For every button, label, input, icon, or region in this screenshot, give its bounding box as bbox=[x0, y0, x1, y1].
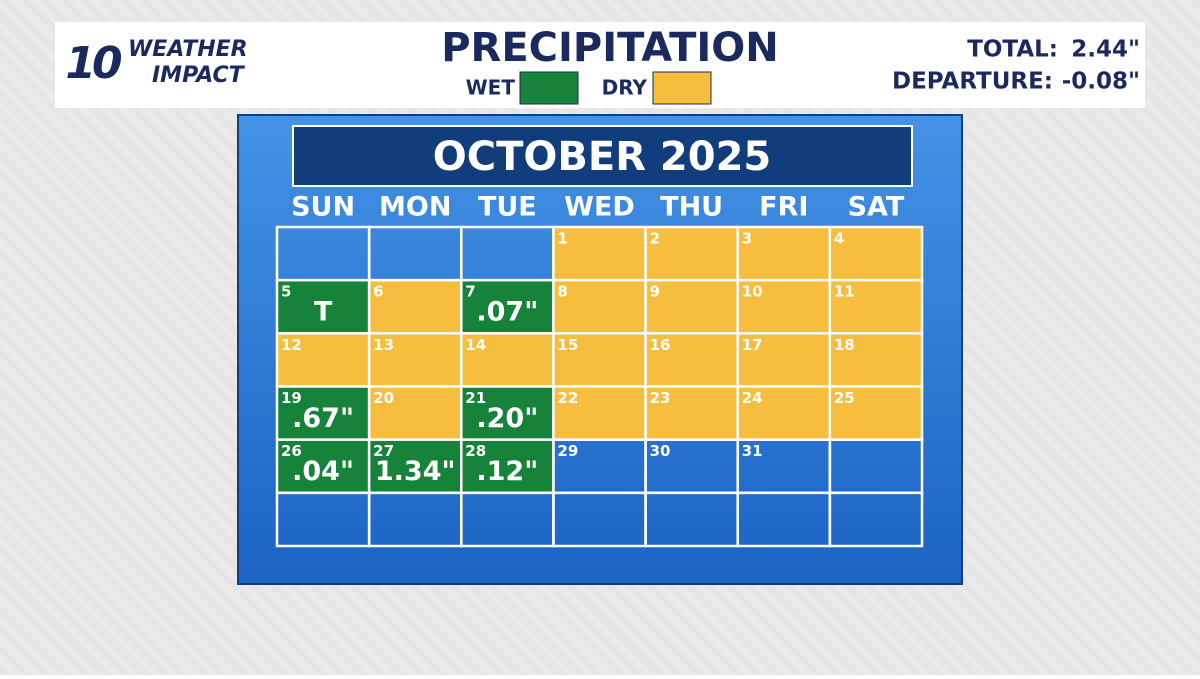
weekday-label: MON bbox=[379, 192, 451, 223]
day-number: 17 bbox=[742, 336, 763, 354]
day-cell bbox=[736, 332, 832, 388]
day-cell bbox=[275, 385, 371, 441]
calendar-title-box bbox=[292, 125, 913, 187]
day-number: 14 bbox=[465, 336, 486, 354]
legend-dry-label: DRY bbox=[602, 76, 648, 100]
logo-line2: IMPACT bbox=[152, 63, 246, 88]
day-number: 20 bbox=[373, 389, 394, 407]
precip-amount: .07" bbox=[476, 297, 538, 328]
title: PRECIPITATION bbox=[441, 25, 779, 71]
day-number: 28 bbox=[465, 442, 486, 460]
day-cell bbox=[460, 278, 555, 335]
day-number: 12 bbox=[281, 336, 302, 354]
day-cell bbox=[275, 332, 371, 388]
day-cell bbox=[828, 225, 924, 282]
day-number: 29 bbox=[557, 442, 578, 460]
day-number: 24 bbox=[742, 389, 763, 407]
day-number: 9 bbox=[650, 283, 660, 301]
precip-amount: .04" bbox=[292, 456, 354, 487]
day-cell bbox=[828, 332, 924, 388]
weekday-label: SUN bbox=[291, 192, 355, 223]
legend-wet-label: WET bbox=[466, 76, 516, 100]
day-cell bbox=[828, 491, 924, 548]
calendar-title: OCTOBER 2025 bbox=[433, 134, 772, 180]
weekday-label: SAT bbox=[848, 192, 905, 223]
total-value: 2.44" bbox=[1071, 37, 1140, 63]
day-number: 2 bbox=[650, 230, 660, 248]
departure-value: -0.08" bbox=[1062, 69, 1140, 95]
day-number: 7 bbox=[465, 283, 475, 301]
weekday-label: FRI bbox=[759, 192, 808, 223]
day-number: 4 bbox=[834, 230, 844, 248]
day-number: 23 bbox=[650, 389, 671, 407]
day-cell bbox=[644, 225, 739, 282]
day-number: 18 bbox=[834, 336, 855, 354]
day-number: 19 bbox=[281, 389, 302, 407]
precip-amount: .67" bbox=[292, 403, 354, 434]
day-cell bbox=[828, 278, 924, 335]
precip-amount: T bbox=[314, 297, 333, 328]
header-bar bbox=[55, 22, 1145, 108]
day-number: 25 bbox=[834, 389, 855, 407]
day-number: 30 bbox=[650, 442, 671, 460]
day-number: 15 bbox=[557, 336, 578, 354]
total-label: TOTAL: bbox=[967, 37, 1058, 63]
day-number: 27 bbox=[373, 442, 394, 460]
legend-dry-swatch bbox=[652, 71, 712, 105]
day-number: 16 bbox=[650, 336, 671, 354]
logo-number: 10 bbox=[65, 38, 122, 89]
day-number: 3 bbox=[742, 230, 752, 248]
day-cell bbox=[736, 385, 832, 441]
day-number: 10 bbox=[742, 283, 763, 301]
precip-amount: 1.34" bbox=[375, 456, 456, 487]
precip-amount: .20" bbox=[476, 403, 538, 434]
day-number: 6 bbox=[373, 283, 383, 301]
weekday-label: WED bbox=[564, 192, 635, 223]
day-number: 21 bbox=[465, 389, 486, 407]
day-cell bbox=[460, 385, 555, 441]
day-number: 22 bbox=[557, 389, 578, 407]
day-cell bbox=[460, 332, 555, 388]
logo-line1: WEATHER bbox=[128, 37, 248, 62]
legend-wet-swatch bbox=[519, 71, 579, 105]
day-number: 31 bbox=[742, 442, 763, 460]
day-number: 5 bbox=[281, 283, 291, 301]
departure-label: DEPARTURE: bbox=[892, 69, 1053, 95]
day-number: 13 bbox=[373, 336, 394, 354]
weekday-label: THU bbox=[660, 192, 723, 223]
weekday-label: TUE bbox=[478, 192, 537, 223]
day-number: 26 bbox=[281, 442, 302, 460]
day-number: 11 bbox=[834, 283, 855, 301]
precip-amount: .12" bbox=[476, 456, 538, 487]
day-number: 1 bbox=[557, 230, 567, 248]
day-number: 8 bbox=[557, 283, 567, 301]
